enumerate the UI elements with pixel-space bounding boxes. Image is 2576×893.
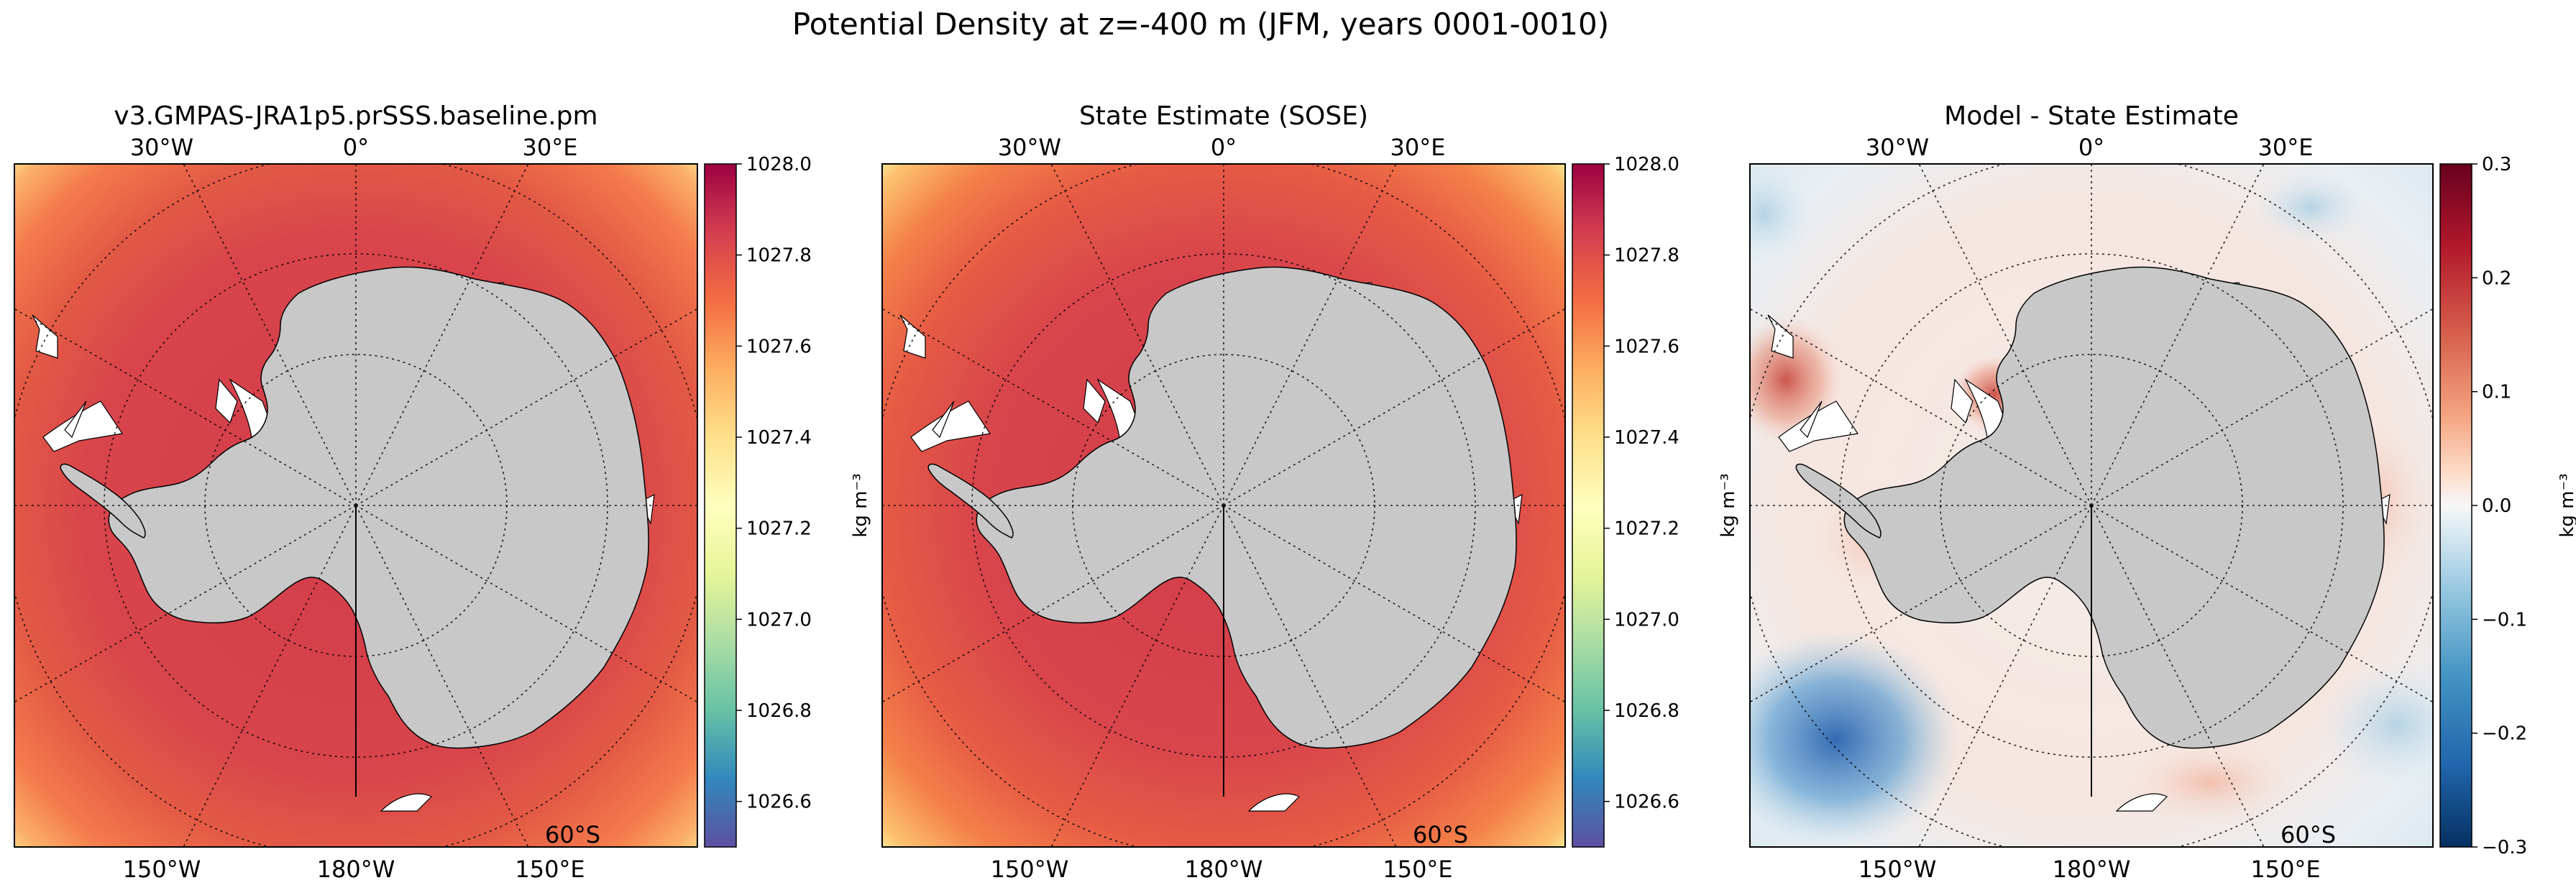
colorbar-tick-label: 1027.6 bbox=[746, 336, 812, 357]
lon-label-bottom-2: 180°W bbox=[317, 856, 395, 883]
panel-title: Model - State Estimate bbox=[1944, 101, 2239, 131]
bias-blob-negative bbox=[1750, 631, 1958, 847]
lon-label-bottom-3: 150°E bbox=[515, 856, 585, 883]
colorbar-tick-label: 0.2 bbox=[2482, 267, 2511, 289]
colorbar-tick-label: 1026.6 bbox=[746, 792, 812, 813]
bias-blob-negative bbox=[1750, 164, 1815, 265]
colorbar-tick-label: −0.2 bbox=[2482, 723, 2527, 745]
panel-obs: State Estimate (SOSE) bbox=[881, 101, 1739, 883]
lon-label-top-2: 0° bbox=[1211, 134, 1237, 161]
bias-blob-positive bbox=[2124, 739, 2296, 825]
panel-model: v3.GMPAS-JRA1p5.prSSS.baseline.pm bbox=[14, 101, 871, 883]
colorbar-label: kg m⁻³ bbox=[1718, 473, 1739, 537]
colorbar-tick-label: 1027.2 bbox=[746, 518, 812, 540]
lon-label-bottom-2: 180°W bbox=[2053, 856, 2131, 883]
colorbar-tick-label: 1027.8 bbox=[1614, 245, 1679, 267]
colorbar-gradient bbox=[2439, 163, 2472, 848]
panel-bias: Model - State Estimate bbox=[1749, 101, 2576, 883]
colorbar-label: kg m⁻³ bbox=[850, 473, 871, 537]
bias-blob-negative bbox=[2253, 171, 2368, 243]
lon-label-top-2: 0° bbox=[343, 134, 369, 161]
lon-label-bottom-1: 150°W bbox=[123, 856, 201, 883]
lon-label-top-2: 0° bbox=[2078, 134, 2104, 161]
colorbar-tick-label: −0.3 bbox=[2482, 837, 2527, 858]
colorbar: 1026.6 1026.8 1027.0 1027.2 1027.4 1027.6 1027… bbox=[1572, 154, 1739, 848]
colorbar-tick-label: −0.1 bbox=[2482, 609, 2527, 631]
lon-label-top-1: 30°W bbox=[1866, 134, 1929, 161]
lon-label-top-3: 30°E bbox=[523, 134, 578, 161]
panel-title: State Estimate (SOSE) bbox=[1079, 101, 1368, 131]
lat-label: 60°S bbox=[1413, 821, 1468, 848]
graticule bbox=[14, 164, 697, 847]
map-frame bbox=[881, 163, 1566, 848]
colorbar-tick-label: 1027.2 bbox=[1614, 518, 1679, 540]
colorbar: −0.3 −0.2 −0.1 0.0 0.1 0.2 0.3 kg m⁻³ bbox=[2439, 154, 2576, 858]
colorbar-tick-label: 1027.4 bbox=[1614, 427, 1679, 449]
lon-label-top-1: 30°W bbox=[998, 134, 1061, 161]
map-frame bbox=[14, 163, 698, 848]
colorbar-tick-label: 0.1 bbox=[2482, 382, 2511, 403]
colorbar-tick-label: 1027.6 bbox=[1614, 336, 1679, 357]
lon-label-bottom-1: 150°W bbox=[1858, 856, 1937, 883]
lon-label-bottom-2: 180°W bbox=[1185, 856, 1263, 883]
lon-label-bottom-1: 150°W bbox=[991, 856, 1069, 883]
colorbar-tick-label: 0.0 bbox=[2482, 495, 2511, 517]
colorbar: 1026.6 1026.8 1027.0 1027.2 1027.4 1027.6 1027… bbox=[704, 154, 871, 848]
colorbar-gradient bbox=[704, 163, 737, 848]
lat-label: 60°S bbox=[2281, 821, 2336, 848]
colorbar-tick-label: 1028.0 bbox=[1614, 154, 1679, 175]
colorbar-tick-label: 1027.4 bbox=[746, 427, 812, 449]
colorbar-tick-label: 1026.6 bbox=[1614, 792, 1679, 813]
lon-label-top-3: 30°E bbox=[1390, 134, 1446, 161]
colorbar-tick-label: 1028.0 bbox=[746, 154, 812, 175]
colorbar-tick-label: 0.3 bbox=[2482, 154, 2511, 175]
colorbar-tick-label: 1026.8 bbox=[746, 700, 812, 722]
colorbar-tick-label: 1027.0 bbox=[1614, 609, 1679, 631]
lon-label-bottom-3: 150°E bbox=[2250, 856, 2320, 883]
bias-blob-negative bbox=[2318, 660, 2433, 789]
colorbar-gradient bbox=[1572, 163, 1605, 848]
figure-title: Potential Density at z=-400 m (JFM, year… bbox=[792, 6, 1609, 42]
colorbar-tick-label: 1026.8 bbox=[1614, 700, 1679, 722]
lat-label: 60°S bbox=[545, 821, 600, 848]
lon-label-top-3: 30°E bbox=[2258, 134, 2314, 161]
map-frame bbox=[1749, 163, 2434, 848]
colorbar-tick-label: 1027.0 bbox=[746, 609, 812, 631]
panel-title: v3.GMPAS-JRA1p5.prSSS.baseline.pm bbox=[114, 101, 597, 131]
lon-label-top-1: 30°W bbox=[130, 134, 193, 161]
lon-label-bottom-3: 150°E bbox=[1383, 856, 1452, 883]
colorbar-label: kg m⁻³ bbox=[2557, 473, 2576, 537]
colorbar-tick-label: 1027.8 bbox=[746, 245, 812, 267]
